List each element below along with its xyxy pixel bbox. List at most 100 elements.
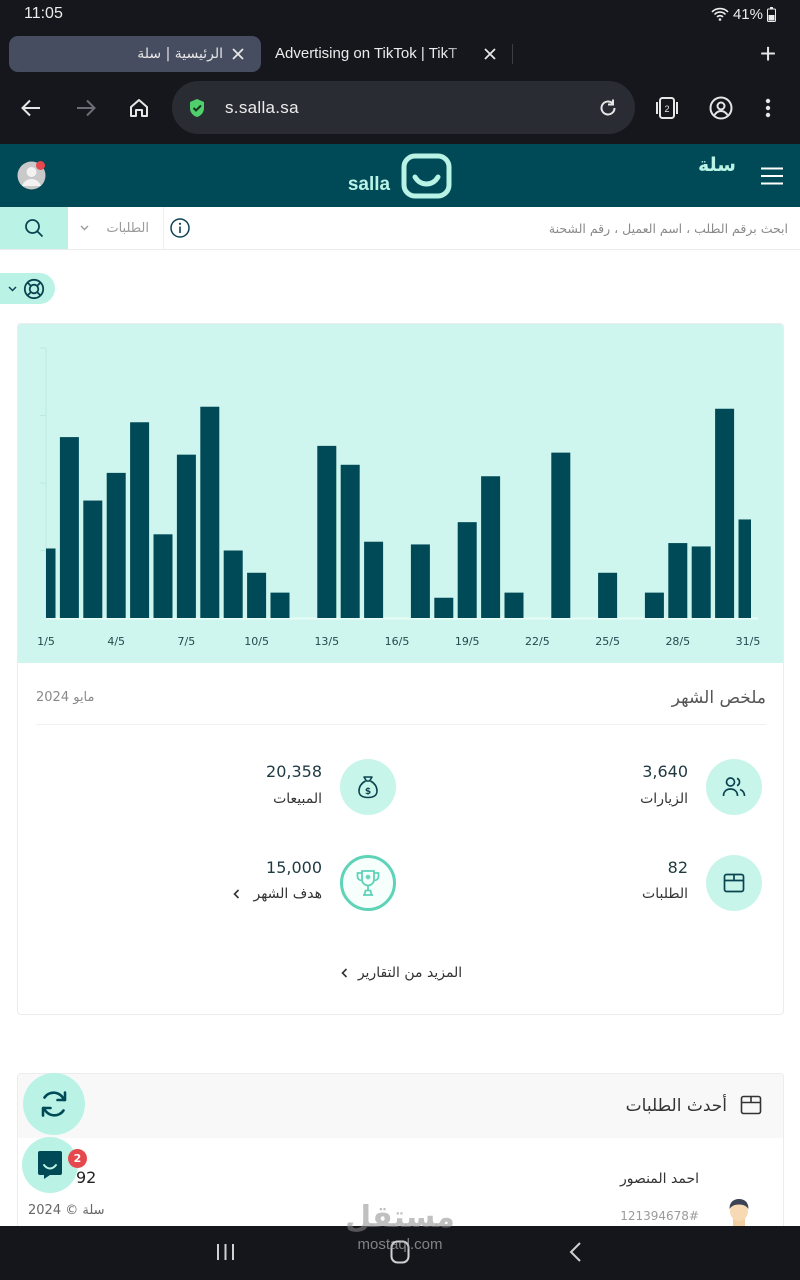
bar-23/5[interactable]	[551, 452, 571, 618]
order-amount: 92	[76, 1168, 97, 1187]
close-tab-icon[interactable]	[231, 47, 245, 61]
bar-20/5[interactable]	[481, 476, 501, 618]
forward-button[interactable]	[72, 94, 100, 122]
url-text[interactable]: s.salla.sa	[225, 98, 299, 117]
box-icon	[723, 873, 745, 893]
bar-10/5[interactable]	[247, 572, 267, 618]
bar-19/5[interactable]	[457, 522, 477, 618]
help-menu-button[interactable]	[0, 273, 55, 304]
bar-21/5[interactable]	[504, 592, 524, 618]
home-nav-icon[interactable]	[390, 1240, 410, 1264]
money-bag-icon: $	[358, 776, 378, 799]
x-tick-label: 31/5	[736, 635, 761, 648]
reload-icon[interactable]	[598, 98, 618, 118]
tabs-icon: 2	[656, 97, 678, 119]
sales-value: 20,358	[266, 762, 322, 781]
search-button[interactable]	[0, 207, 68, 249]
watermark-arabic: مستقل	[345, 1200, 455, 1235]
bar-5/5[interactable]	[130, 422, 150, 618]
trophy-icon	[356, 870, 380, 896]
bar-28/5[interactable]	[668, 543, 688, 618]
svg-text:$: $	[365, 787, 371, 797]
logo-arabic: سلة	[698, 154, 736, 176]
sales-label: المبيعات	[273, 791, 322, 807]
more-reports-link[interactable]: المزيد من التقارير	[18, 962, 783, 984]
secure-shield-icon	[190, 99, 204, 117]
orders-label: الطلبات	[642, 886, 688, 902]
search-input[interactable]	[196, 207, 788, 249]
bar-9/5[interactable]	[223, 550, 243, 619]
refresh-icon	[41, 1091, 67, 1117]
bar-17/5[interactable]	[410, 544, 430, 618]
browser-menu-button[interactable]	[756, 94, 780, 122]
new-tab-button[interactable]: +	[759, 38, 777, 69]
status-time: 11:05	[24, 5, 63, 22]
bar-8/5[interactable]	[200, 406, 220, 618]
visits-icon-circle	[706, 759, 762, 815]
bar-30/5[interactable]	[715, 408, 735, 618]
bar-11/5[interactable]	[270, 592, 290, 618]
address-bar[interactable]: s.salla.sa	[172, 81, 635, 134]
svg-text:2: 2	[664, 104, 669, 114]
home-button[interactable]	[125, 94, 153, 122]
bar-27/5[interactable]	[644, 592, 664, 618]
system-nav-bar	[0, 1226, 800, 1280]
info-icon[interactable]	[170, 218, 190, 238]
bar-14/5[interactable]	[340, 464, 360, 618]
arrow-left-icon	[21, 99, 40, 117]
footer-copyright: سلة © 2024	[28, 1203, 105, 1218]
summary-period: مايو 2024	[36, 690, 95, 705]
battery-icon	[767, 6, 776, 22]
bar-4/5[interactable]	[106, 472, 126, 618]
account-button[interactable]	[707, 94, 735, 122]
bar-25/5[interactable]	[598, 572, 618, 618]
status-icons: 41%	[711, 4, 776, 24]
chat-fab[interactable]	[22, 1137, 78, 1193]
month-goal-link[interactable]: هدف الشهر	[253, 886, 322, 902]
bar-18/5[interactable]	[434, 597, 454, 618]
bar-7/5[interactable]	[176, 454, 196, 618]
bar-31/5[interactable]	[738, 519, 752, 618]
bar-29/5[interactable]	[691, 546, 711, 618]
close-tab-icon[interactable]	[483, 47, 497, 61]
tab-salla-home[interactable]: الرئيسية | سلة	[9, 36, 261, 72]
daily-sales-chart: 1/5 4/5 7/5 10/5 13/5 16/5 19/5 22/5 25/5 28/5 31/…	[18, 324, 783, 663]
monthly-summary-card: 1/5 4/5 7/5 10/5 13/5 16/5 19/5 22/5 25/5 28/5 31/…	[17, 323, 784, 1015]
account-icon	[709, 96, 733, 120]
search-scope-label: الطلبات	[106, 220, 149, 236]
x-tick-label: 13/5	[314, 635, 339, 648]
logo-latin: salla	[347, 174, 391, 195]
user-avatar[interactable]	[17, 161, 46, 190]
back-nav-icon[interactable]	[569, 1241, 582, 1263]
x-tick-label: 4/5	[107, 635, 125, 648]
recent-apps-icon[interactable]	[216, 1243, 235, 1261]
battery-percent: 41%	[732, 5, 763, 23]
bar-15/5[interactable]	[364, 541, 384, 618]
chat-icon	[38, 1151, 62, 1179]
kebab-menu-icon	[765, 98, 771, 118]
x-tick-label: 28/5	[665, 635, 690, 648]
orders-icon-circle	[706, 855, 762, 911]
search-scope-dropdown[interactable]: الطلبات	[68, 207, 164, 249]
hamburger-icon	[761, 167, 783, 185]
bar-6/5[interactable]	[153, 534, 173, 618]
arrow-right-icon	[77, 99, 96, 117]
tab-tiktok[interactable]: Advertising on TikTok | TikT	[275, 45, 458, 62]
customer-name: احمد المنصور	[619, 1171, 699, 1187]
tab-switcher-button[interactable]: 2	[653, 94, 681, 122]
back-button[interactable]	[17, 94, 45, 122]
chevron-left-icon[interactable]	[233, 889, 240, 899]
salla-bag-icon	[401, 153, 452, 199]
salla-logo[interactable]: سلة salla	[345, 150, 736, 202]
bar-3/5[interactable]	[83, 500, 103, 618]
x-tick-label: 10/5	[244, 635, 269, 648]
bar-2/5[interactable]	[59, 437, 79, 618]
bar-1/5[interactable]	[46, 548, 56, 618]
bar-13/5[interactable]	[317, 445, 337, 618]
chevron-left-icon	[341, 968, 347, 978]
visits-label: الزيارات	[640, 791, 688, 807]
refresh-fab[interactable]	[23, 1073, 85, 1135]
wifi-icon	[711, 7, 729, 21]
hamburger-menu-button[interactable]	[758, 163, 786, 189]
chevron-down-icon	[80, 225, 89, 231]
